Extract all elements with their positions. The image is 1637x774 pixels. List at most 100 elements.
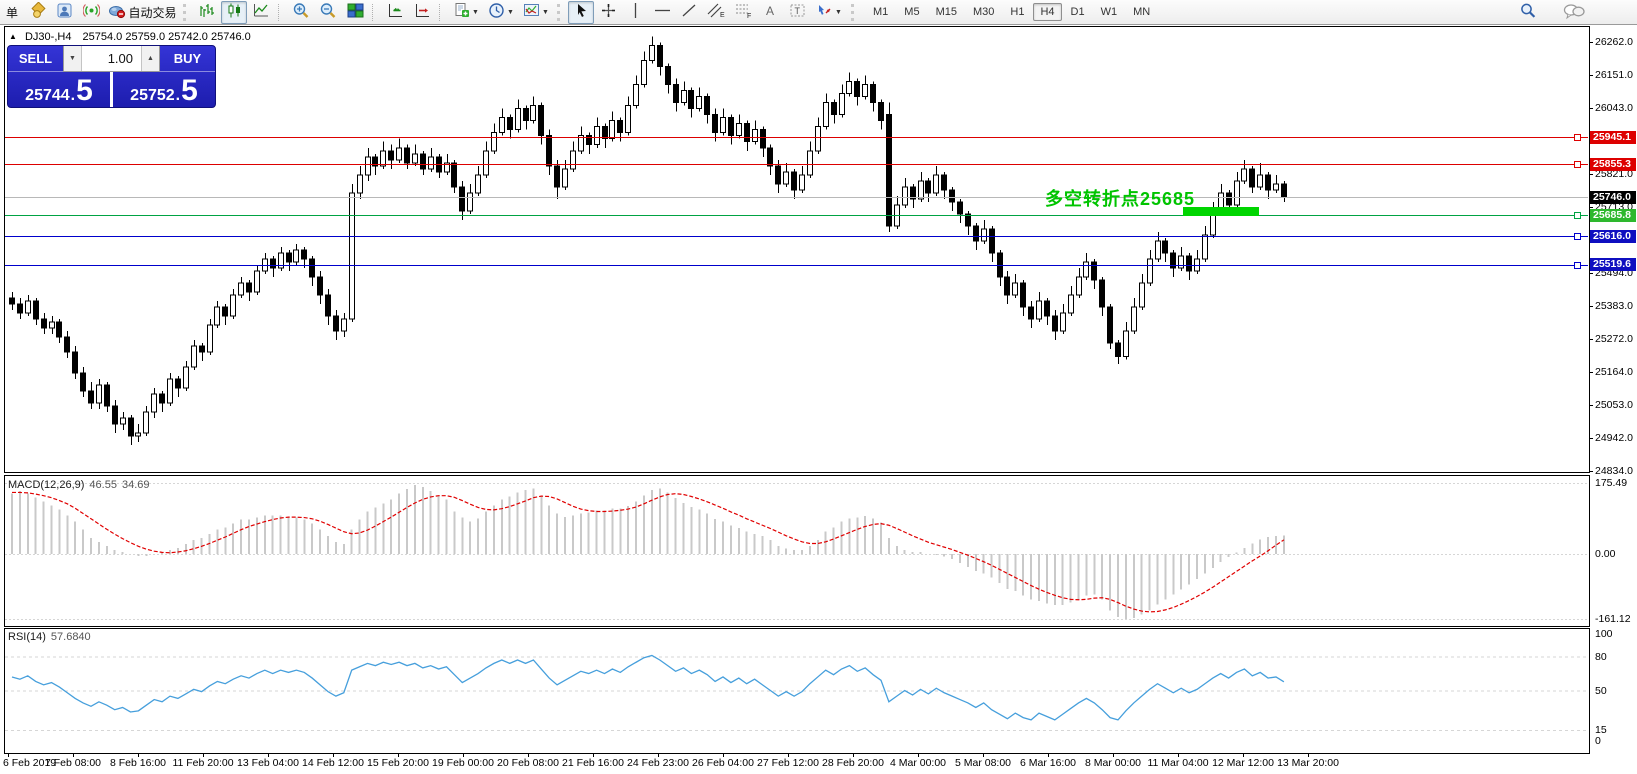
price-tick: 25164.0 [1595,365,1633,378]
candle-up [278,252,284,269]
buy-button[interactable]: BUY [160,46,215,72]
timeframe-h1-button[interactable]: H1 [1010,6,1025,18]
zoom-out-button[interactable] [315,1,341,24]
one-click-collapse-icon[interactable]: ▲ [9,32,17,41]
candle-up [933,174,939,194]
signal-waves-icon [81,2,101,22]
timeframe-h4-button[interactable]: H4 [1033,3,1062,21]
macd-scale-label: 0.00 [1595,548,1616,560]
volume-input[interactable]: 1.00 [107,51,133,66]
price-tick: 24834.0 [1595,464,1633,477]
timeframe-m30-button[interactable]: M30 [972,6,995,18]
auto-scroll-button[interactable] [382,1,408,24]
time-tick-label: 11 Feb 20:00 [172,757,234,769]
timeframe-m15-button[interactable]: M15 [935,6,957,18]
fibonacci-tool-button[interactable]: F [730,1,756,24]
time-tick-label: 8 Mar 00:00 [1084,757,1142,769]
candle-down [388,150,394,161]
candle-up [191,345,197,368]
chart-shift-button[interactable] [409,1,435,24]
timeframe-m1-button[interactable]: M1 [873,6,889,18]
price-tick: 24942.0 [1595,432,1633,445]
chat-button[interactable] [1561,1,1587,24]
toolbar-separator [278,3,283,21]
candle-down [309,258,315,278]
arrows-dropdown-button[interactable]: ▼ [811,1,847,24]
candle-up [467,192,473,212]
search-button[interactable] [1515,1,1541,24]
history-center-button[interactable] [24,1,50,24]
rsi-scale-label: 50 [1595,684,1607,697]
timeframe-d1-button[interactable]: D1 [1070,6,1085,18]
timeframe-bar: M1 M5 M15 M30 H1 H4 D1 W1 MN [866,3,1157,21]
candle-down [957,201,963,215]
candle-up [918,180,924,200]
candle-down [791,171,797,191]
sell-label: SELL [18,51,53,66]
period-dropdown-button[interactable]: ▼ [484,1,518,24]
line-handle [1574,262,1581,269]
candle-up [1178,255,1184,269]
candle-up [783,171,789,185]
buy-price-button[interactable]: 25752 . 5 [113,72,215,107]
zoom-out-icon [319,2,337,23]
horizontal-line-tool-button[interactable] [649,1,675,24]
volume-decrease-button[interactable]: ▼ [64,46,82,71]
candlestick-mode-button[interactable] [221,0,248,24]
indicators-dropdown-button[interactable]: ▼ [519,1,553,24]
candle-down [112,405,118,425]
channel-tool-button[interactable]: E [703,1,729,24]
accounts-button[interactable] [51,1,77,24]
time-tick-label: 11 Mar 04:00 [1147,757,1209,769]
candle-up [649,45,655,62]
candle-down [72,351,78,374]
signals-button[interactable] [78,1,104,24]
candle-down [854,81,860,98]
time-tick-label: 13 Feb 04:00 [237,757,299,769]
vertical-line-tool-button[interactable] [622,1,648,24]
tile-windows-button[interactable] [342,1,368,24]
candle-down [1028,306,1034,320]
candle-down [1107,306,1113,344]
dropdown-caret-icon: ▼ [835,8,842,16]
timeframe-mn-button[interactable]: MN [1133,6,1151,18]
sell-button[interactable]: SELL [8,46,63,72]
text-tool-button[interactable]: A [757,1,783,24]
toolbar-separator [372,3,377,21]
candle-up [151,393,157,413]
candle-down [728,117,734,137]
timeframe-w1-button[interactable]: W1 [1100,6,1118,18]
cursor-tool-button[interactable] [568,0,595,24]
auto-trading-button[interactable]: 自动交易 [105,1,179,24]
sell-price-button[interactable]: 25744 . 5 [8,72,110,107]
pane-border [4,26,1590,473]
crosshair-tool-button[interactable] [595,1,621,24]
volume-spinner: ▼ 1.00 ▲ [63,46,160,72]
line-chart-mode-button[interactable] [248,1,274,24]
macd-pane-label: MACD(12,26,9) 46.55 34.69 [8,479,149,491]
candle-down [286,252,292,263]
candle-up [293,249,299,263]
new-order-partial-button[interactable]: 单 [1,1,23,24]
candle-down [33,300,39,320]
timeframe-m5-button[interactable]: M5 [904,6,920,18]
candle-down [831,102,837,116]
zoom-in-button[interactable] [288,1,314,24]
candle-up [681,90,687,104]
candle-down [41,318,47,329]
macd-scale-label: 175.49 [1595,476,1628,489]
trendline-tool-button[interactable] [676,1,702,24]
text-label-tool-button[interactable]: T [784,1,810,24]
volume-increase-button[interactable]: ▲ [141,46,159,71]
bar-chart-mode-button[interactable] [194,1,220,24]
price-divider [110,72,113,107]
candle-down [617,120,623,134]
candle-down [1281,183,1287,198]
pivot-highlight-segment [1183,207,1259,216]
new-order-dropdown-button[interactable]: ▼ [449,1,483,24]
candle-up [1123,330,1129,357]
time-tick-label: 26 Feb 04:00 [692,757,754,769]
buy-price-big-digit: 5 [181,74,198,107]
chat-bubbles-icon [1563,2,1585,23]
